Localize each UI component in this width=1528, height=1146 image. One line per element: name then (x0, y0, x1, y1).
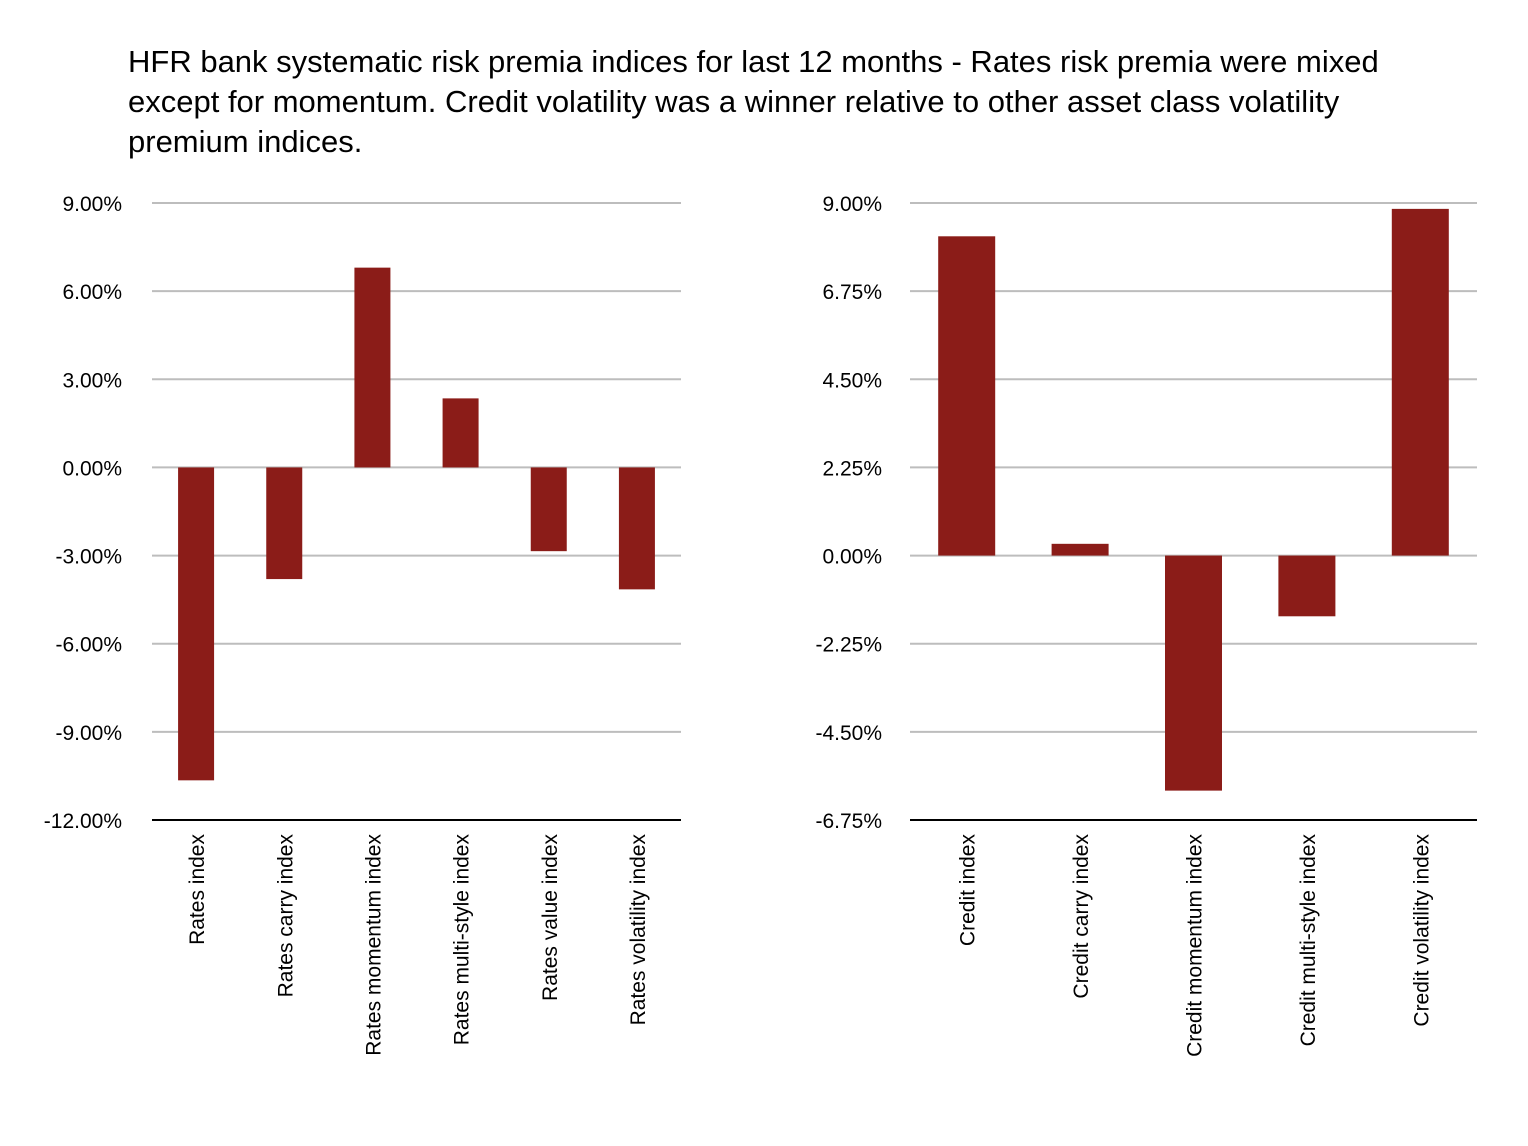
x-category-label: Credit volatility index (1410, 834, 1433, 1027)
bar-credit-carry-index (1051, 543, 1109, 556)
x-category-label: Rates volatility index (627, 834, 650, 1026)
y-tick-label: 6.75% (822, 281, 882, 304)
x-category-label: Rates carry index (274, 834, 297, 998)
x-category-label: Credit carry index (1070, 834, 1093, 999)
y-tick-label: 0.00% (62, 457, 122, 480)
y-tick-label: 6.00% (62, 281, 122, 304)
x-category-label: Rates momentum index (362, 834, 385, 1056)
y-tick-label: -3.00% (55, 546, 122, 569)
x-category-label: Rates value index (539, 834, 562, 1001)
chart-1: 9.00% 6.00% 3.00% 0.00% -3.00% -6.00% -9.00% -1… (44, 193, 681, 1056)
bar-rates-volatility-index (618, 467, 655, 590)
x-category-label: Rates multi-style index (451, 834, 474, 1046)
bar-rates-index (178, 467, 215, 781)
bar-rates-carry-index (266, 467, 303, 580)
y-tick-label: 3.00% (62, 369, 122, 392)
bar-credit-volatility-index (1391, 208, 1449, 556)
y-tick-label: -6.00% (55, 634, 122, 657)
y-tick-label: -9.00% (55, 722, 122, 745)
chart-title: HFR bank systematic risk premia indices … (128, 44, 1379, 159)
bar-credit-index (938, 236, 996, 556)
y-tick-label: -4.50% (815, 722, 882, 745)
y-tick-label: -6.75% (815, 810, 882, 833)
bar-rates-momentum-index (354, 267, 391, 468)
y-tick-label: -2.25% (815, 634, 882, 657)
x-category-label: Credit index (957, 834, 980, 947)
bar-rates-value-index (530, 467, 567, 552)
bar-credit-multi-style-index (1278, 555, 1336, 617)
y-tick-label: -12.00% (44, 810, 122, 833)
y-tick-label: 9.00% (822, 193, 882, 216)
y-tick-label: 0.00% (822, 546, 882, 569)
bar-credit-momentum-index (1165, 555, 1222, 791)
y-tick-label: 4.50% (822, 369, 882, 392)
chart-2: 9.00% 6.75% 4.50% 2.25% 0.00% -2.25% -4.50% -6.… (815, 193, 1477, 1057)
x-category-label: Credit momentum index (1184, 834, 1207, 1057)
y-tick-label: 9.00% (62, 193, 122, 216)
x-category-label: Credit multi-style index (1297, 834, 1320, 1047)
bar-rates-multi-style-index (442, 398, 479, 468)
y-tick-label: 2.25% (822, 457, 882, 480)
x-category-label: Rates index (186, 834, 209, 945)
